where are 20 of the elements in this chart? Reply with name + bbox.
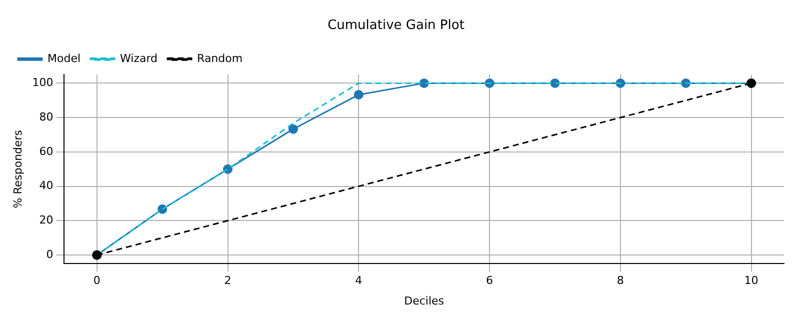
y-tick-label: 60 [39,144,54,158]
legend-label: Wizard [120,52,158,65]
legend-label: Model [48,52,81,65]
legend-label: Random [197,52,243,65]
y-tick-label: 40 [39,179,54,192]
x-tick-label: 2 [224,274,232,288]
y-tick-label: 80 [39,110,54,124]
x-axis-title: Deciles [404,294,444,308]
x-tick-label: 10 [744,274,758,288]
y-tick-label: 0 [46,248,54,261]
x-tick-label: 4 [355,274,362,288]
y-axis-title: % Responders [11,130,24,208]
point [288,124,298,134]
y-tick-label: 20 [39,214,54,227]
y-tick-label: 100 [32,76,54,90]
x-tick-label: 0 [93,274,100,288]
x-tick-label: 6 [486,274,494,288]
point [354,90,364,100]
x-tick-label: 8 [616,274,624,288]
chart-title: Cumulative Gain Plot [328,18,464,34]
